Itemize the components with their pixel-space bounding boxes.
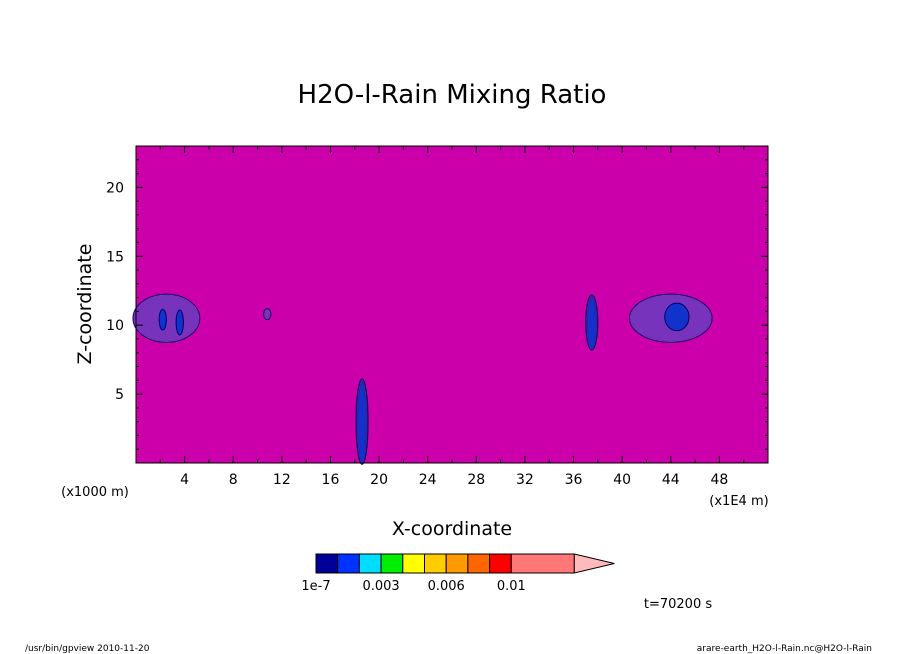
- y-tick-label-1: 10: [106, 318, 124, 334]
- colorbar-swatch-4: [402, 553, 425, 574]
- colorbar-swatch-1: [337, 553, 360, 574]
- y-axis-label: Z-coordinate: [74, 244, 96, 365]
- feature-3: [263, 308, 272, 321]
- colorbar-swatch-7: [467, 553, 491, 574]
- y-tick-label-3: 20: [106, 180, 124, 196]
- x-axis-label: X-coordinate: [392, 518, 512, 540]
- chart-title: H2O-l-Rain Mixing Ratio: [298, 80, 607, 110]
- x-ticks: 4 8 12 16 20 24 28 32 36 40 44 48: [159, 146, 745, 488]
- colorbar-arrow: [573, 553, 615, 574]
- colorbar-swatch-2: [358, 553, 382, 574]
- feature-7: [664, 302, 690, 332]
- colorbar-swatch-3: [380, 553, 404, 574]
- y-tick-label-2: 15: [106, 249, 124, 265]
- feature-2: [175, 309, 184, 336]
- colorbar-label-3: 0.01: [497, 579, 526, 594]
- x-unit-right: (x1E4 m): [709, 494, 768, 509]
- x-tick-label-6: 28: [467, 472, 485, 488]
- x-tick-label-11: 48: [710, 472, 728, 488]
- time-label: t=70200 s: [644, 597, 712, 612]
- y-tick-label-0: 5: [115, 387, 124, 403]
- footer-right: arare-earth_H2O-l-Rain.nc@H2O-l-Rain: [697, 644, 872, 654]
- feature-1: [158, 308, 167, 331]
- x-tick-label-9: 40: [613, 472, 631, 488]
- plot-area: [132, 145, 769, 465]
- x-unit-left: (x1000 m): [61, 485, 129, 500]
- colorbar-swatch-9: [510, 553, 575, 574]
- y-ticks: 5 10 15 20: [106, 159, 768, 450]
- colorbar: 1e-7 0.003 0.006 0.01: [301, 553, 615, 594]
- colorbar-swatch-0: [315, 553, 339, 574]
- x-tick-label-5: 24: [419, 472, 437, 488]
- colorbar-swatch-6: [445, 553, 469, 574]
- colorbar-label-1: 0.003: [362, 579, 399, 594]
- colorbar-label-0: 1e-7: [301, 579, 330, 594]
- x-tick-label-7: 32: [516, 472, 534, 488]
- x-tick-label-2: 12: [273, 472, 291, 488]
- x-tick-label-10: 44: [662, 472, 680, 488]
- feature-core-4: [358, 385, 366, 463]
- footer-left: /usr/bin/gpview 2010-11-20: [25, 644, 150, 654]
- x-tick-label-0: 4: [180, 472, 189, 488]
- colorbar-swatch-8: [489, 553, 512, 574]
- x-tick-label-8: 36: [565, 472, 583, 488]
- x-tick-label-4: 20: [370, 472, 388, 488]
- x-tick-label-3: 16: [322, 472, 340, 488]
- feature-core-5: [588, 299, 596, 350]
- colorbar-label-2: 0.006: [428, 579, 465, 594]
- colorbar-swatch-5: [424, 553, 447, 574]
- x-tick-label-1: 8: [229, 472, 238, 488]
